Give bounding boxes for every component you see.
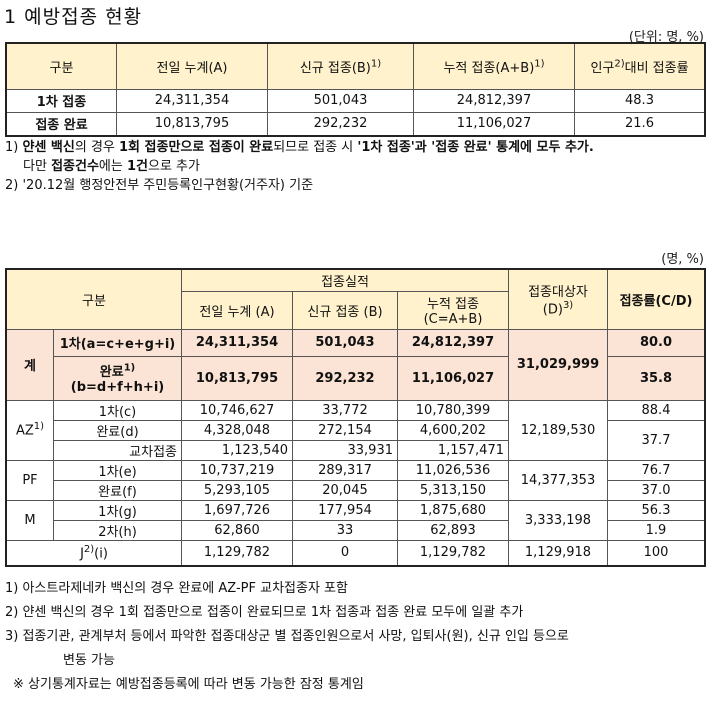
note-1-line2: 다만 접종건수에는 1건으로 추가 bbox=[23, 159, 200, 174]
table1-unit: (단위: 명, %) bbox=[628, 30, 704, 45]
table-row-az-3: 교차접종 1,123,540 33,931 1,157,471 bbox=[6, 439, 705, 461]
table-row: 접종 완료 10,813,795 292,232 11,106,027 21.6 bbox=[5, 111, 706, 136]
note-2: 2) '20.12월 행정안전부 주민등록인구현황(거주자) 기준 bbox=[5, 178, 314, 193]
notes-bottom: 1) 아스트라제네카 백신의 경우 완료에 AZ-PF 교차접종자 포함 2) … bbox=[5, 577, 710, 697]
col-header-new: 신규 접종(B)1) bbox=[267, 42, 414, 90]
col-header-prev-total: 전일 누계 (A) bbox=[181, 290, 293, 330]
table-row-j: J2)(i) 1,129,782 0 1,129,782 1,129,918 1… bbox=[5, 539, 706, 567]
col-header-new: 신규 접종 (B) bbox=[292, 290, 398, 330]
table-row-m-2: 2차(h) 62,860 33 62,893 1.9 bbox=[6, 519, 706, 541]
table-row: 1차 접종 24,311,354 501,043 24,812,397 48.3 bbox=[5, 88, 706, 113]
notes-top: 1) 얀센 백신의 경우 1회 접종만으로 접종이 완료되므로 접종 시 '1차… bbox=[5, 138, 705, 195]
col-header-performance: 접종실적 bbox=[181, 268, 509, 292]
note-1: 1) 얀센 백신의 경우 1회 접종만으로 접종이 완료되므로 접종 시 '1차… bbox=[5, 140, 594, 155]
col-header-cumulative: 누적 접종(A+B)1) bbox=[413, 42, 575, 90]
note-1: 1) 아스트라제네카 백신의 경우 완료에 AZ-PF 교차접종자 포함 bbox=[5, 581, 348, 596]
detail-table: 구분 접종실적 접종대상자 (D)3) 접종률(C/D) 전일 누계 (A) 신규… bbox=[5, 268, 706, 567]
table-row-total-first: 계 1차(a=c+e+g+i) 24,311,354 501,043 24,81… bbox=[5, 328, 706, 401]
col-header-target: 접종대상자 (D)3) bbox=[508, 268, 608, 330]
col-header-category: 구분 bbox=[5, 42, 117, 90]
col-header-prev-total: 전일 누계(A) bbox=[116, 42, 268, 90]
col-header-rate: 접종률(C/D) bbox=[607, 268, 706, 330]
table-row-az-1: AZ1) 1차(c) 10,746,627 33,772 10,780,399 … bbox=[5, 399, 706, 461]
page-title: 1 예방접종 현황 bbox=[4, 6, 143, 28]
note-3-cont: 변동 가능 bbox=[63, 653, 115, 668]
note-2: 2) 얀센 백신의 경우 1회 접종만으로 접종이 완료되므로 1차 접종과 접… bbox=[5, 605, 524, 620]
note-reference: ※ 상기통계자료는 예방접종등록에 따라 변동 가능한 잠정 통계임 bbox=[13, 677, 364, 692]
summary-table: 구분 전일 누계(A) 신규 접종(B)1) 누적 접종(A+B)1) 인구2)… bbox=[5, 42, 706, 137]
col-header-rate: 인구2)대비 접종률 bbox=[574, 42, 706, 90]
note-3: 3) 접종기관, 관계부처 등에서 파악한 접종대상군 별 접종인원으로서 사망… bbox=[5, 629, 569, 644]
table-row-m-1: M 1차(g) 1,697,726 177,954 1,875,680 3,33… bbox=[5, 499, 706, 541]
col-header-cumulative: 누적 접종 (C=A+B) bbox=[397, 290, 509, 330]
col-header-category: 구분 bbox=[5, 268, 182, 330]
table2-unit: (명, %) bbox=[661, 252, 704, 267]
table-row-pf-1: PF 1차(e) 10,737,219 289,317 11,026,536 1… bbox=[5, 459, 706, 501]
